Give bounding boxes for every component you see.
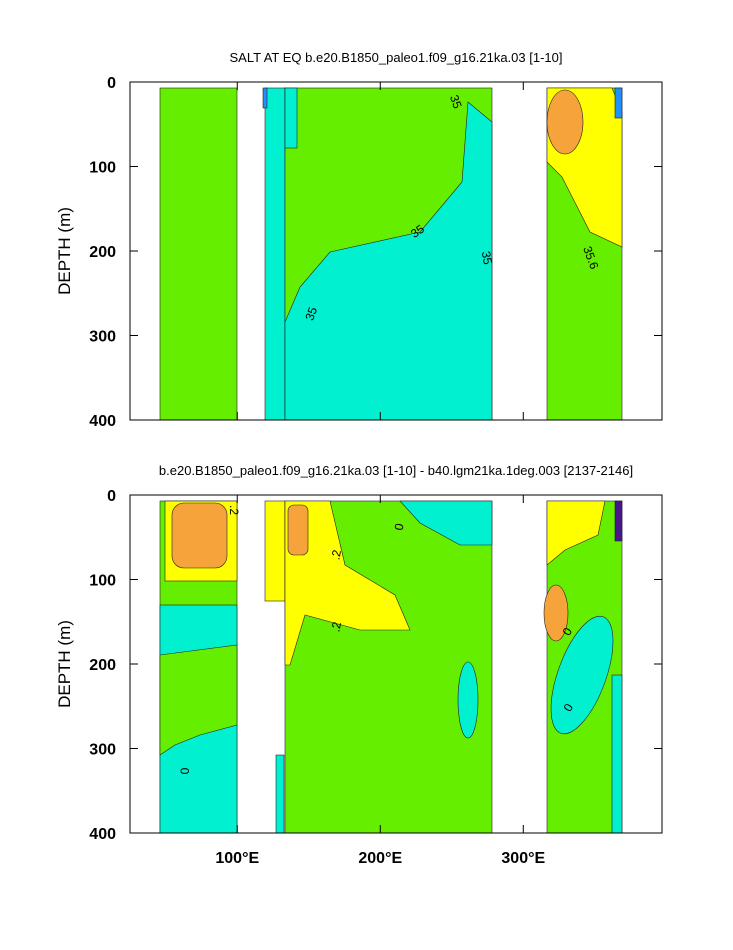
y-axis-label: DEPTH (m) — [55, 620, 74, 708]
contour-fill — [262, 87, 268, 109]
panel — [159, 500, 623, 834]
y-tick-label: 100 — [89, 573, 116, 590]
contour-fill — [399, 500, 493, 546]
x-tick-label: 300°E — [501, 850, 545, 867]
y-tick-label: 200 — [89, 244, 116, 261]
contour-fill — [159, 644, 238, 756]
contour-fill — [264, 87, 286, 421]
contour-fill — [284, 87, 298, 149]
contour-fill — [614, 500, 623, 542]
y-tick-label: 400 — [89, 826, 116, 843]
contour-fill — [550, 615, 614, 735]
contour-label: 0 — [178, 767, 192, 774]
contour-fill — [171, 502, 228, 569]
contour-fill — [284, 101, 493, 421]
y-tick-label: 400 — [89, 413, 116, 430]
contour-fill — [287, 504, 309, 556]
x-tick-label: 100°E — [215, 850, 259, 867]
contour-fill — [611, 674, 623, 834]
contour-label: 35 — [302, 305, 320, 323]
contour-fill — [264, 500, 286, 602]
contour-label: .2 — [227, 505, 241, 515]
contour-label: .2 — [328, 548, 344, 561]
y-tick-label: 300 — [89, 329, 116, 346]
y-tick-label: 200 — [89, 657, 116, 674]
contour-label: 0 — [392, 522, 407, 531]
contour-label: 35 — [479, 250, 495, 266]
contour-fill — [546, 89, 584, 155]
chart-title: b.e20.B1850_paleo1.f09_g16.21ka.03 [1-10… — [159, 463, 633, 478]
y-tick-label: 0 — [107, 488, 116, 505]
contour-fill — [159, 87, 238, 421]
panel — [159, 87, 623, 421]
contour-fill — [457, 661, 479, 739]
contour-label: .2 — [328, 620, 344, 633]
contour-fill — [284, 500, 411, 666]
contour-fill — [614, 87, 623, 119]
chart-title: SALT AT EQ b.e20.B1850_paleo1.f09_g16.21… — [230, 50, 563, 65]
y-tick-label: 0 — [107, 75, 116, 92]
contour-fill — [546, 500, 606, 566]
contour-fill — [543, 584, 569, 642]
y-axis-label: DEPTH (m) — [55, 207, 74, 295]
contour-fill — [275, 754, 285, 834]
contour-label: 35 — [447, 93, 465, 111]
y-tick-label: 100 — [89, 160, 116, 177]
x-tick-label: 200°E — [358, 850, 402, 867]
y-tick-label: 300 — [89, 742, 116, 759]
